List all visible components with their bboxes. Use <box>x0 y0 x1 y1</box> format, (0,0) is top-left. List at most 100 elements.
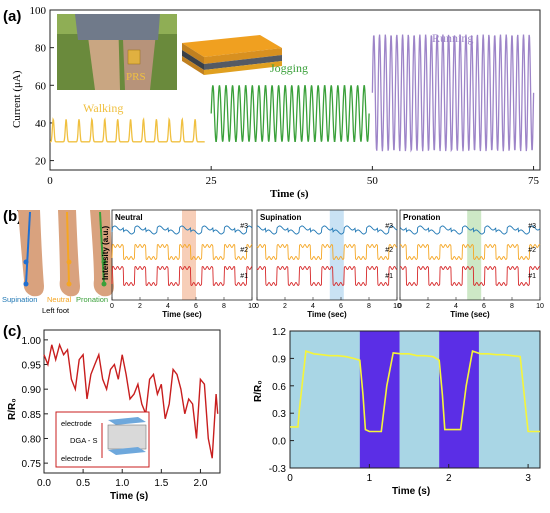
b-xtick-label: 10 <box>248 303 256 310</box>
a-ytick-label: 20 <box>35 156 47 168</box>
b-trace-label-1: #1 <box>240 273 248 280</box>
cl-series-line <box>43 342 219 459</box>
cl-ytick-label: 1.00 <box>22 336 42 347</box>
a-series-running <box>371 34 535 153</box>
b-xtick-label: 2 <box>138 303 142 310</box>
foot-legend-supination: Supination <box>2 295 37 304</box>
inset-electrode-top: electrode <box>61 419 92 428</box>
panel-a-xlabel: Time (s) <box>270 188 309 200</box>
b-xlabel-supination: Time (sec) <box>307 310 347 319</box>
foot-caption: Left foot <box>42 306 70 315</box>
layered-sensor-icon <box>182 35 282 75</box>
b-trace-label-3: #3 <box>240 223 248 230</box>
b-subplot-title-pronation: Pronation <box>403 213 440 222</box>
b-trace-2-neutral <box>111 243 253 261</box>
a-xtick-label: 50 <box>367 175 379 187</box>
cl-xtick-label: 0.5 <box>76 478 90 489</box>
cr-ytick-label: 1.2 <box>272 327 286 338</box>
b-trace-label-3: #3 <box>385 223 393 230</box>
b-trace-label-3: #3 <box>528 223 536 230</box>
b-xtick-label: 4 <box>454 303 458 310</box>
panel-b-ylabel: Intensity (a.u.) <box>101 225 110 280</box>
panel-b: Supination Neutral Pronation Left foot I… <box>2 209 544 319</box>
running-label: Running <box>432 31 473 45</box>
b-highlight-neutral <box>182 210 196 300</box>
b-xlabel-neutral: Time (sec) <box>162 310 202 319</box>
b-frame-supination <box>256 209 398 301</box>
panel-c-left-chart: 0.750.800.850.900.951.000.0 0.5 1.0 1.5 2.0 … <box>7 329 221 502</box>
b-frame-pronation <box>399 209 541 301</box>
cl-ytick-label: 0.80 <box>22 434 42 445</box>
b-highlight-supination <box>329 210 344 300</box>
feet-illustration <box>18 210 114 297</box>
b-trace-label-1: #1 <box>528 273 536 280</box>
panel-c-right-frame <box>289 330 541 469</box>
b-highlight-pronation <box>467 210 482 300</box>
b-trace-3-supination <box>257 225 398 235</box>
b-xtick-label: 10 <box>393 303 401 310</box>
b-trace-label-1: #1 <box>385 273 393 280</box>
panel-label-a: (a) <box>3 8 21 25</box>
inset-dga-s: DGA - S <box>70 436 98 445</box>
panel-c-left-ylabel: R/R₀ <box>7 398 18 420</box>
b-trace-2-supination <box>256 243 397 261</box>
foot-legend-pronation: Pronation <box>76 295 108 304</box>
cr-ytick-label: -0.3 <box>269 464 287 475</box>
b-trace-1-supination <box>256 265 397 287</box>
knee-with-sensor-photo <box>57 14 177 90</box>
dga-s-block-icon <box>107 424 147 450</box>
cl-xtick-label: 1.0 <box>115 478 129 489</box>
panel-label-c: (c) <box>3 323 21 340</box>
b-trace-1-pronation <box>399 265 541 287</box>
b-xtick-label: 8 <box>510 303 514 310</box>
cr-xtick-label: 3 <box>525 473 531 484</box>
a-ytick-label: 40 <box>35 118 47 130</box>
b-xtick-label: 2 <box>426 303 430 310</box>
b-xtick-label: 2 <box>283 303 287 310</box>
b-trace-1-neutral <box>111 265 253 287</box>
b-xtick-label: 0 <box>255 303 259 310</box>
b-xtick-label: 6 <box>194 303 198 310</box>
a-series-jogging <box>210 85 370 142</box>
cl-ytick-label: 0.95 <box>22 361 42 372</box>
b-subplot-title-neutral: Neutral <box>115 213 143 222</box>
panel-c-right-xlabel: Time (s) <box>392 486 430 497</box>
foot-legend-neutral: Neutral <box>47 295 72 304</box>
b-trace-3-neutral <box>111 225 253 235</box>
b-xtick-label: 10 <box>536 303 544 310</box>
top-electrode-icon <box>108 417 146 425</box>
jogging-label: Jogging <box>270 61 308 75</box>
panel-a-chart: 20 40 60 80 100 0 25 50 75 PRS Walking Jogging R… <box>11 5 541 200</box>
cr-ytick-label: 0.6 <box>272 382 286 393</box>
a-xtick-label: 0 <box>47 175 53 187</box>
b-xlabel-pronation: Time (sec) <box>450 310 490 319</box>
cr-xtick-label: 2 <box>446 473 452 484</box>
b-trace-3-pronation <box>399 225 541 235</box>
panel-a-ylabel: Current (μA) <box>11 70 23 128</box>
b-xtick-label: 4 <box>311 303 315 310</box>
bottom-electrode-icon <box>108 447 146 455</box>
b-subplot-title-supination: Supination <box>260 213 301 222</box>
b-trace-label-2: #2 <box>528 247 536 254</box>
panel-c-right-chart: -0.3 0.0 0.3 0.6 0.9 1.2 0 1 2 3 R/R₀ Time (s) <box>253 327 541 497</box>
b-xtick-label: 8 <box>222 303 226 310</box>
b-trace-label-2: #2 <box>385 247 393 254</box>
b-xtick-label: 4 <box>166 303 170 310</box>
cr-ytick-label: 0.3 <box>272 409 286 420</box>
panel-c-left-xlabel: Time (s) <box>110 491 148 502</box>
a-xtick-label: 25 <box>206 175 218 187</box>
cr-shaded-region <box>359 331 400 468</box>
cr-background <box>290 331 540 468</box>
b-trace-label-2: #2 <box>240 247 248 254</box>
cl-xtick-label: 1.5 <box>154 478 168 489</box>
cl-ytick-label: 0.75 <box>22 459 42 470</box>
cl-ytick-label: 0.85 <box>22 410 42 421</box>
a-ytick-label: 100 <box>30 5 47 17</box>
walking-label: Walking <box>83 101 123 115</box>
cr-ytick-label: 0.9 <box>272 354 286 365</box>
b-xtick-label: 0 <box>398 303 402 310</box>
cr-series-line <box>290 350 540 433</box>
a-xtick-label: 75 <box>528 175 540 187</box>
inset-electrode-bottom: electrode <box>61 454 92 463</box>
